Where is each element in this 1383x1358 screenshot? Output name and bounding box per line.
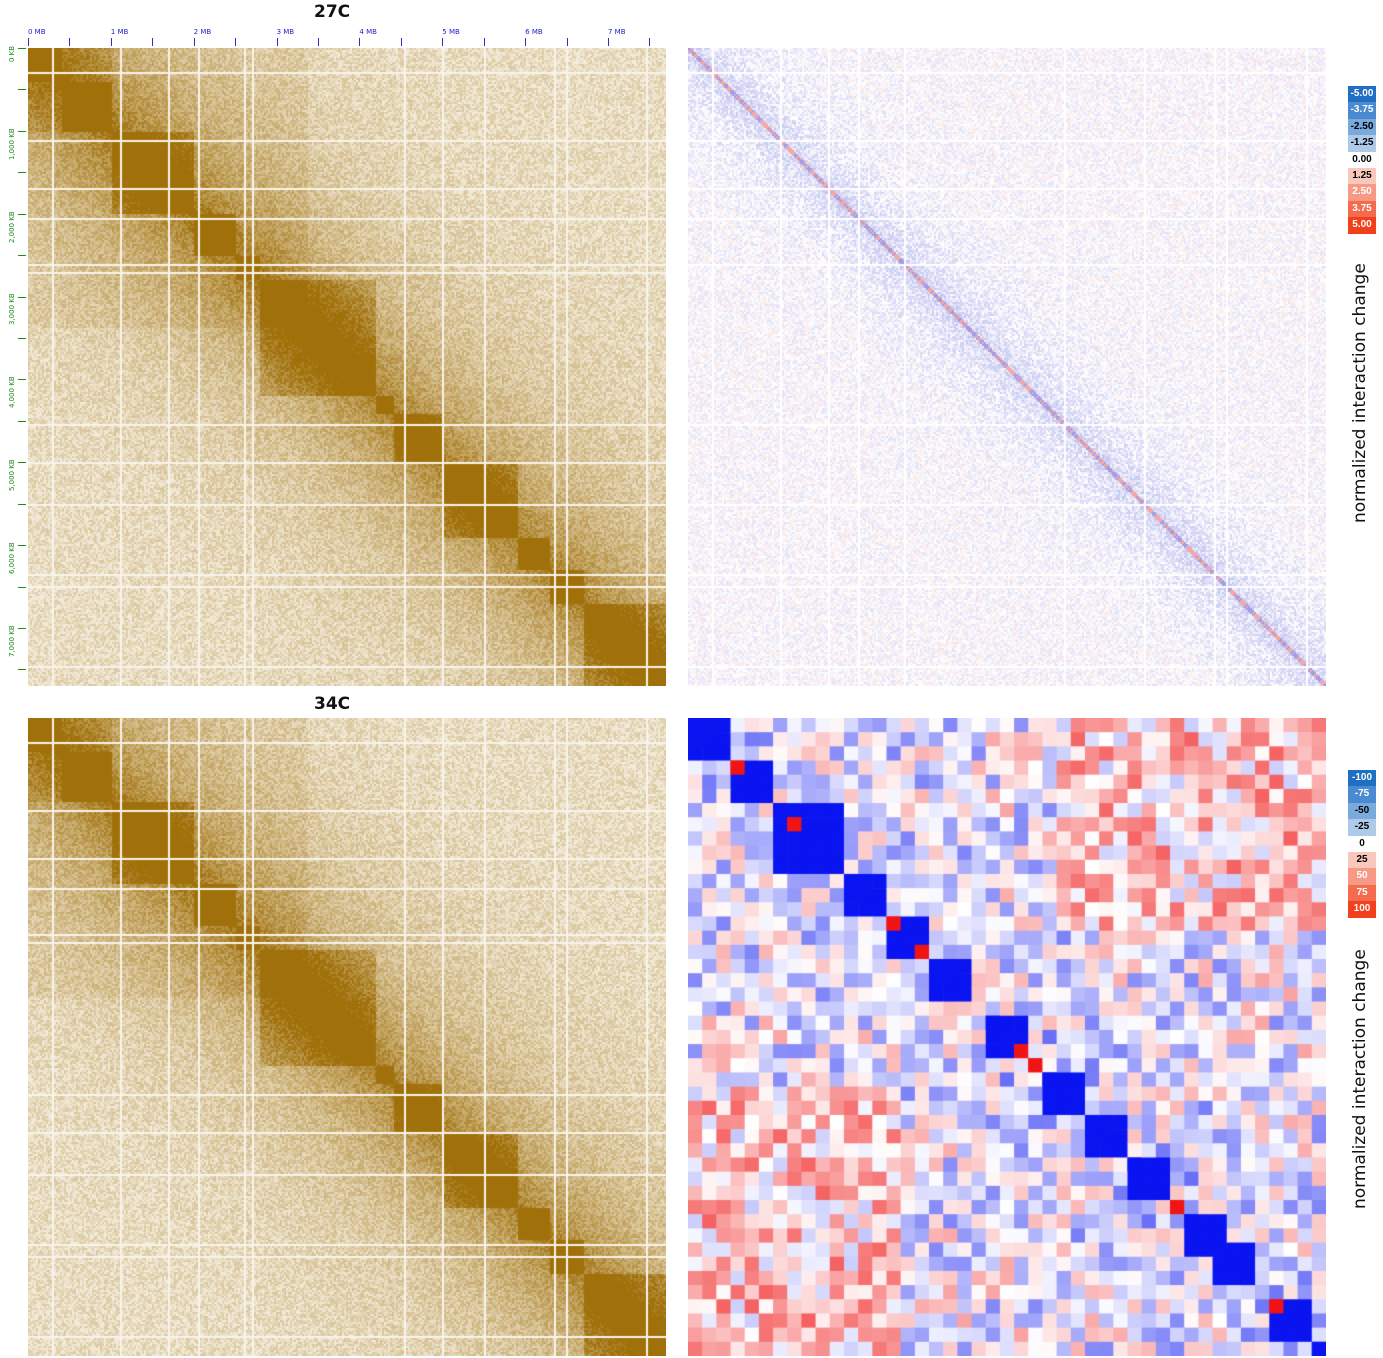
heatmap-difference-binned (688, 718, 1326, 1356)
x-tick-mark (69, 38, 71, 46)
y-tick-mark (18, 503, 26, 505)
x-tick-label: 1 MB (110, 28, 129, 36)
y-tick-label: 0 KB (8, 46, 16, 63)
y-tick-mark (18, 462, 26, 464)
y-tick-label: 2,000 KB (8, 210, 16, 243)
y-tick-label: 4,000 KB (8, 376, 16, 409)
y-tick-mark (18, 130, 26, 132)
y-tick-mark (18, 628, 26, 629)
x-tick-mark (649, 38, 651, 46)
x-tick-label: 0 MB (28, 28, 46, 36)
legend-swatch: 50 (1348, 868, 1376, 885)
y-tick-label: 3,000 KB (8, 293, 16, 326)
y-tick-label: 1,000 KB (8, 127, 16, 160)
legend-swatch: 100 (1348, 901, 1376, 918)
x-tick-label: 5 MB (442, 28, 460, 36)
legend-swatch: 0.00 (1348, 151, 1376, 168)
legend-swatch: -50 (1348, 802, 1376, 820)
y-tick-mark (18, 420, 26, 422)
x-tick-label: 2 MB (193, 28, 212, 36)
x-tick-mark (276, 38, 278, 46)
y-tick-mark (18, 545, 26, 547)
heatmap-27c (28, 48, 666, 686)
y-tick-mark (18, 213, 26, 215)
y-tick-mark (18, 255, 26, 257)
x-tick-label: 3 MB (276, 28, 295, 36)
x-tick-mark (28, 38, 29, 46)
x-tick-mark (235, 38, 237, 46)
y-tick-label: 7,000 KB (8, 625, 16, 657)
y-axis: 0 KB 1,000 KB 2,000 KB 3,000 KB 4,000 KB 5,00… (0, 46, 28, 686)
legend-swatch: -5.00 (1348, 86, 1376, 103)
legend-swatch: 3.75 (1348, 200, 1376, 218)
x-tick-mark (193, 38, 195, 46)
legend-swatch: 25 (1348, 851, 1376, 869)
legend-swatch: 1.25 (1348, 167, 1376, 185)
x-tick-label: 4 MB (359, 28, 377, 36)
y-tick-mark (18, 669, 26, 671)
x-tick-mark (483, 38, 485, 46)
color-legend-top: -5.00 -3.75 -2.50 -1.25 0.00 1.25 2.50 3.75 5.00 (1348, 86, 1376, 234)
y-tick-label: 5,000 KB (8, 459, 16, 492)
legend-swatch: 75 (1348, 884, 1376, 902)
y-tick-mark (18, 379, 26, 381)
x-axis: 0 MB 1 MB 2 MB 3 MB 4 MB 5 MB 6 MB 7 MB (28, 26, 666, 48)
x-tick-mark (400, 38, 402, 46)
legend-swatch: -1.25 (1348, 135, 1376, 152)
panel-title-34c: 34C (314, 694, 351, 714)
x-tick-mark (152, 38, 154, 46)
x-tick-mark (608, 38, 609, 46)
x-tick-mark (359, 38, 361, 46)
y-tick-mark (18, 586, 26, 588)
x-tick-mark (318, 38, 319, 46)
y-tick-mark (18, 296, 26, 298)
legend-swatch: 0 (1348, 835, 1376, 852)
panel-title-27c: 27C (314, 2, 351, 22)
legend-title-top: normalized interaction change (1350, 263, 1370, 523)
x-tick-mark (442, 38, 444, 46)
y-tick-mark (18, 89, 26, 91)
legend-swatch: 2.50 (1348, 184, 1376, 201)
legend-swatch: 5.00 (1348, 217, 1376, 234)
heatmap-difference-fine (688, 48, 1326, 686)
y-tick-label: 6,000 KB (8, 542, 16, 574)
y-tick-mark (18, 172, 26, 174)
x-tick-label: 6 MB (525, 28, 543, 36)
x-tick-mark (525, 38, 527, 46)
x-tick-mark (566, 38, 568, 46)
legend-swatch: -25 (1348, 819, 1376, 836)
y-tick-mark (18, 338, 26, 339)
y-tick-mark (18, 48, 26, 49)
x-tick-mark (110, 38, 112, 46)
legend-swatch: -75 (1348, 786, 1376, 803)
legend-swatch: -3.75 (1348, 102, 1376, 119)
x-tick-label: 7 MB (608, 28, 626, 36)
legend-swatch: -100 (1348, 770, 1376, 787)
heatmap-34c (28, 718, 666, 1356)
legend-swatch: -2.50 (1348, 118, 1376, 136)
legend-title-bottom: normalized interaction change (1350, 949, 1370, 1209)
color-legend-bottom: -100 -75 -50 -25 0 25 50 75 100 (1348, 770, 1376, 918)
